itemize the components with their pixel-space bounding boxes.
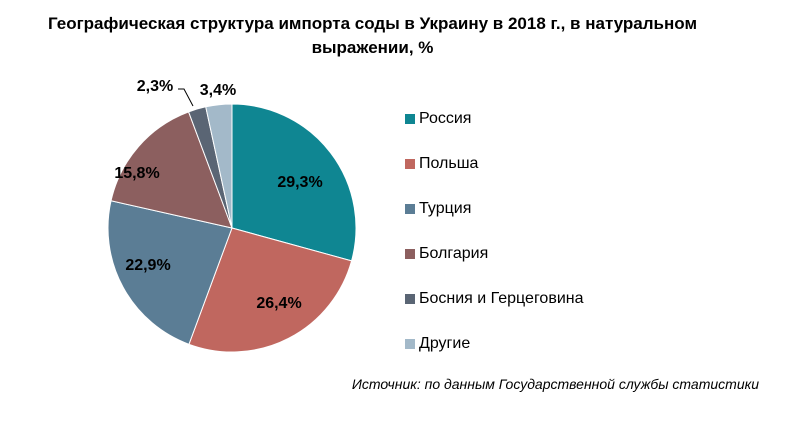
legend-swatch-1: [405, 113, 415, 124]
legend-swatch-2: [405, 158, 415, 169]
legend-item-5: Босния и Герцеговина: [405, 276, 584, 321]
legend-item-2: Польша: [405, 141, 584, 186]
data-label-2: 26,4%: [256, 295, 301, 312]
leader-line: [178, 88, 194, 107]
pie-slice-2: [188, 227, 353, 353]
data-label-3: 22,9%: [125, 257, 170, 274]
data-label-5: 2,3%: [137, 78, 173, 95]
legend-item-4: Болгария: [405, 231, 584, 276]
chart-legend: Россия Польша Турция Болгария Босния и Герце…: [405, 96, 584, 366]
data-label-4: 15,8%: [114, 165, 159, 182]
legend-label-4: Болгария: [419, 244, 489, 262]
data-label-1: 29,3%: [277, 174, 322, 191]
legend-item-3: Турция: [405, 186, 584, 231]
pie-slice-3: [107, 200, 233, 345]
pie-slice-4: [110, 111, 233, 229]
chart-title-line-1: Географическая структура импорта соды в …: [47, 14, 698, 33]
chart-title-line-2: выражении, %: [311, 38, 434, 57]
source-note: Источник: по данным Государственной служ…: [351, 376, 759, 392]
pie-slice-6: [205, 103, 233, 229]
legend-swatch-4: [405, 248, 415, 259]
chart-title: Географическая структура импорта соды в …: [0, 12, 745, 60]
legend-swatch-6: [405, 338, 415, 349]
legend-label-2: Польша: [419, 154, 479, 172]
pie-slice-1: [231, 103, 357, 262]
legend-item-6: Другие: [405, 321, 584, 366]
legend-label-5: Босния и Герцеговина: [419, 289, 584, 307]
data-label-6: 3,4%: [200, 82, 236, 99]
legend-swatch-5: [405, 293, 415, 304]
legend-label-1: Россия: [419, 109, 472, 127]
legend-label-3: Турция: [419, 199, 472, 217]
legend-item-1: Россия: [405, 96, 584, 141]
legend-label-6: Другие: [419, 334, 471, 352]
legend-swatch-3: [405, 203, 415, 214]
